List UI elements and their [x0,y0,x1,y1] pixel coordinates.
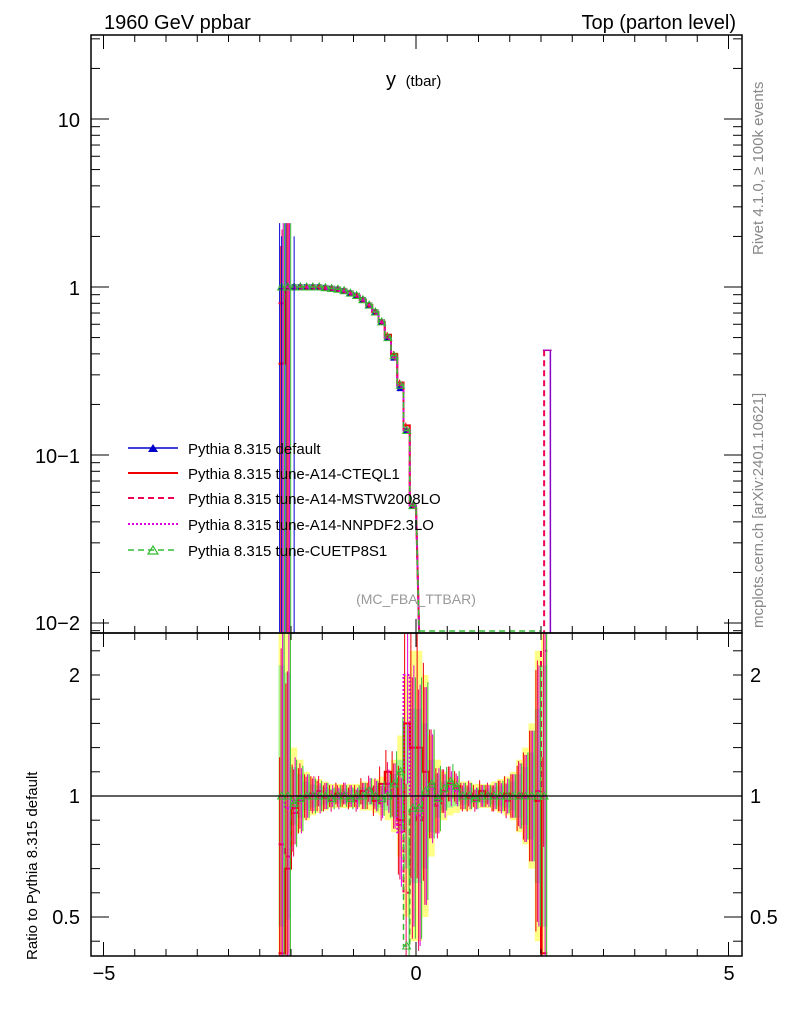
legend-label-cuetp8s1: Pythia 8.315 tune-CUETP8S1 [188,543,387,560]
header-left: 1960 GeV ppbar [104,12,251,34]
main-series-line [278,286,421,633]
main-series-line [278,286,421,633]
ratio-series-group [276,633,549,956]
legend-entry-default: Pythia 8.315 default [128,441,321,458]
main-series-line [278,286,421,633]
main-series-group [276,223,552,633]
xtick-label-0: 0 [410,963,421,985]
main-series-4 [276,223,420,633]
side-label-bottom: mcplots.cern.ch [arXiv:2401.10621] [750,393,767,628]
legend-label-nnpdf: Pythia 8.315 tune-A14-NNPDF2.3LO [188,517,434,534]
main-ytick-label-0p01: 10−2 [35,613,80,635]
legend-entry-mstw: Pythia 8.315 tune-A14-MSTW2008LO [128,491,441,508]
plot-title: y (tbar) [386,69,441,91]
main-series-line [278,286,420,633]
legend-entry-cuetp8s1: Pythia 8.315 tune-CUETP8S1 [128,543,387,560]
main-ytick-label-1: 1 [69,278,80,300]
legend-entry-nnpdf: Pythia 8.315 tune-A14-NNPDF2.3LO [128,517,434,534]
header-right: Top (parton level) [581,12,736,34]
xtick-label-minus5: −5 [93,963,116,985]
xtick-label-5: 5 [723,963,734,985]
legend: Pythia 8.315 default Pythia 8.315 tune-A… [128,441,441,560]
main-series-0 [277,223,420,633]
ratio-ytick-label-0p5-right: 0.5 [750,907,778,929]
main-ytick-label-10: 10 [58,110,80,132]
side-label-top: Rivet 4.1.0, ≥ 100k events [750,82,767,255]
analysis-watermark: (MC_FBA_TTBAR) [356,591,476,607]
ratio-ytick-label-2-right: 2 [750,665,761,687]
ratio-ytick-label-1-right: 1 [750,786,761,808]
legend-marker-triangle-open-icon [146,544,160,555]
plot-title-sub: (tbar) [406,73,442,90]
ratio-ytick-label-2-left: 2 [69,665,80,687]
legend-marker-triangle-filled-icon [148,444,158,452]
ratio-ytick-label-0p5-left: 0.5 [52,907,80,929]
plot-title-main: y [386,69,396,91]
legend-label-default: Pythia 8.315 default [188,441,321,458]
legend-label-cteql1: Pythia 8.315 tune-A14-CTEQL1 [188,466,400,483]
ratio-ytick-label-1-left: 1 [69,786,80,808]
main-ytick-label-0p1: 10−1 [35,446,80,468]
axis-ticks [91,35,742,956]
ratio-ylabel: Ratio to Pythia 8.315 default [24,771,41,960]
legend-entry-cteql1: Pythia 8.315 tune-A14-CTEQL1 [128,466,400,483]
main-series-line [278,286,420,633]
legend-label-mstw: Pythia 8.315 tune-A14-MSTW2008LO [188,491,441,508]
